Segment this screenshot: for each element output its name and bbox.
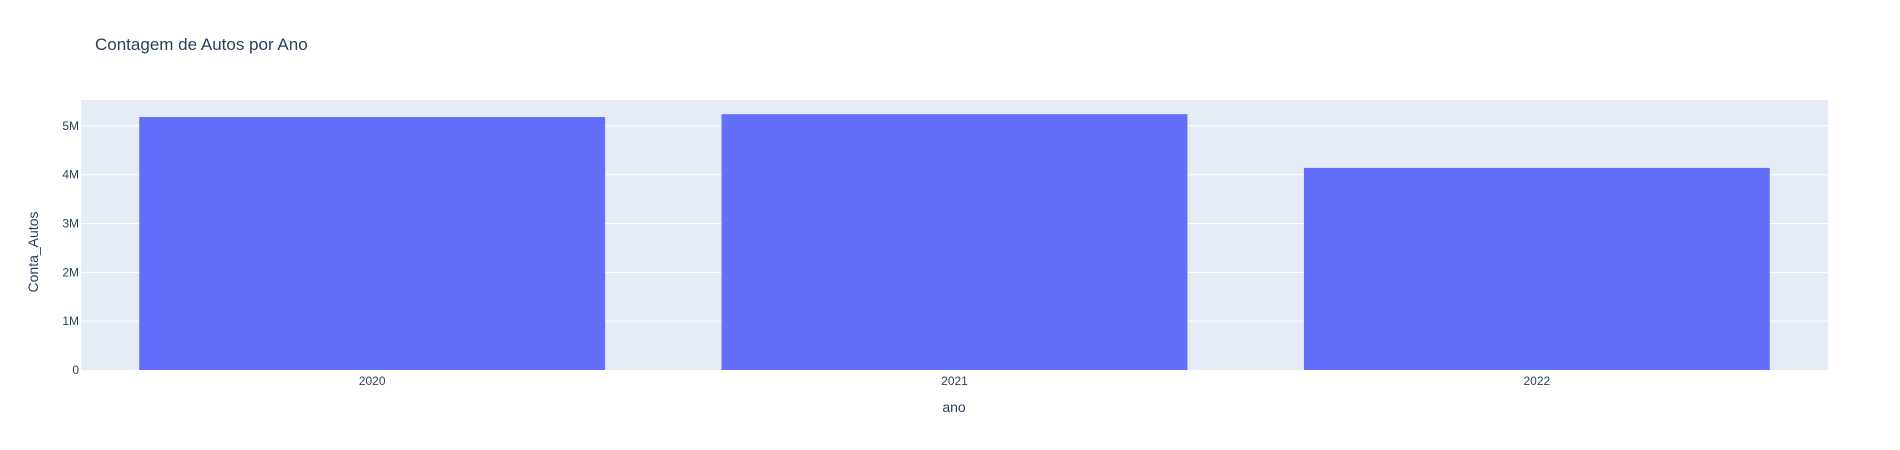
x-tick-label: 2021 — [941, 374, 968, 388]
bar-2021[interactable] — [721, 114, 1188, 370]
y-tick-label: 1M — [62, 314, 79, 328]
bars — [139, 114, 1770, 370]
y-tick-label: 2M — [62, 265, 79, 279]
y-tick-label: 4M — [62, 168, 79, 182]
y-tick-label: 5M — [62, 119, 79, 133]
bar-2020[interactable] — [139, 117, 606, 370]
x-tick-label: 2020 — [359, 374, 386, 388]
bar-2022[interactable] — [1303, 167, 1770, 370]
y-axis-title: Conta_Autos — [25, 212, 41, 293]
y-tick-label: 3M — [62, 217, 79, 231]
y-axis-ticks: 0 1M 2M 3M 4M 5M — [62, 119, 79, 377]
x-tick-label: 2022 — [1523, 374, 1550, 388]
y-tick-label: 0 — [72, 363, 79, 377]
x-axis-title: ano — [942, 399, 966, 415]
chart-title: Contagem de Autos por Ano — [95, 35, 308, 54]
x-axis-ticks: 2020 2021 2022 — [359, 374, 1551, 388]
